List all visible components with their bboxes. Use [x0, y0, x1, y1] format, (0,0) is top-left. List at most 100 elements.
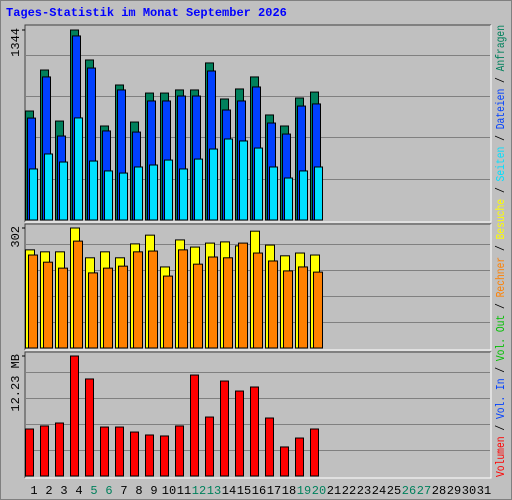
bar — [25, 428, 34, 477]
bar — [193, 263, 203, 349]
bar — [179, 168, 188, 221]
bar — [313, 271, 323, 349]
bar — [28, 254, 38, 349]
bar — [100, 426, 109, 477]
panel-bevel-light — [25, 352, 492, 479]
legend-entry: Volumen — [494, 436, 508, 477]
chart-title: Tages-Statistik im Monat September 2026 — [6, 6, 287, 20]
bar — [238, 242, 248, 349]
bar — [40, 425, 49, 477]
bar — [44, 153, 53, 221]
bar — [73, 240, 83, 349]
x-tick-label: 7 — [120, 484, 127, 498]
legend-entry: Vol. In — [494, 378, 508, 419]
legend-entry: Dateien — [494, 89, 508, 130]
legend-entry: Besuche — [494, 199, 508, 240]
bar — [175, 425, 184, 477]
bar — [310, 428, 319, 477]
x-tick-label: 27 — [417, 484, 431, 498]
x-tick-label: 14 — [222, 484, 236, 498]
x-tick-label: 4 — [75, 484, 82, 498]
panel-bevel-light — [25, 224, 492, 351]
x-tick-label: 24 — [372, 484, 386, 498]
bar — [253, 252, 263, 349]
x-tick-label: 22 — [342, 484, 356, 498]
legend-separator: / — [494, 129, 508, 146]
legend-entry: Seiten — [494, 147, 508, 182]
panel-bevel-light — [25, 25, 492, 223]
bar — [208, 256, 218, 349]
bar — [163, 275, 173, 349]
bar — [133, 251, 143, 349]
x-tick-label: 31 — [477, 484, 491, 498]
bar — [284, 177, 293, 221]
bar — [55, 422, 64, 477]
x-tick-label: 8 — [135, 484, 142, 498]
bar — [134, 166, 143, 221]
bar — [194, 158, 203, 221]
bar — [205, 416, 214, 477]
x-tick-label: 2 — [45, 484, 52, 498]
bar — [223, 257, 233, 349]
bar — [148, 250, 158, 349]
legend-entry: Rechner — [494, 257, 508, 298]
bar — [103, 267, 113, 349]
y-tick-label: 302 — [9, 226, 23, 248]
bar — [58, 267, 68, 349]
legend-separator: / — [494, 71, 508, 88]
bar — [239, 140, 248, 221]
legend-separator: / — [494, 181, 508, 198]
bar — [89, 160, 98, 221]
x-tick-label: 1 — [30, 484, 37, 498]
bar — [178, 249, 188, 349]
bar — [149, 164, 158, 221]
bar — [269, 166, 278, 221]
x-tick-label: 20 — [312, 484, 326, 498]
bar — [88, 272, 98, 349]
bar — [254, 147, 263, 221]
bar — [280, 446, 289, 477]
x-tick-label: 6 — [105, 484, 112, 498]
bar — [29, 168, 38, 221]
bar — [265, 417, 274, 477]
x-tick-label: 12 — [192, 484, 206, 498]
bar — [119, 172, 128, 221]
bar — [295, 437, 304, 477]
bar — [314, 166, 323, 221]
x-tick-label: 29 — [447, 484, 461, 498]
bar — [104, 170, 113, 221]
x-tick-label: 9 — [150, 484, 157, 498]
legend: Volumen / Vol. In / Vol. Out / Rechner /… — [494, 25, 508, 477]
legend-separator: / — [494, 361, 508, 378]
legend-entry: Anfragen — [494, 25, 508, 71]
x-tick-label: 10 — [162, 484, 176, 498]
legend-separator: / — [494, 297, 508, 314]
x-tick-label: 3 — [60, 484, 67, 498]
x-tick-label: 25 — [387, 484, 401, 498]
bar — [283, 270, 293, 349]
x-tick-label: 5 — [90, 484, 97, 498]
bar — [220, 380, 229, 477]
x-tick-label: 28 — [432, 484, 446, 498]
bar — [268, 260, 278, 349]
bar — [43, 261, 53, 349]
x-tick-label: 11 — [177, 484, 191, 498]
x-tick-label: 16 — [252, 484, 266, 498]
bar — [164, 159, 173, 221]
y-tick-label: 12.23 MB — [9, 354, 23, 412]
bar — [130, 431, 139, 477]
bar — [145, 434, 154, 477]
bar — [160, 435, 169, 477]
bar — [74, 117, 83, 221]
bar — [59, 161, 68, 221]
bar — [224, 138, 233, 221]
bar — [299, 170, 308, 221]
x-tick-label: 17 — [267, 484, 281, 498]
x-tick-label: 21 — [327, 484, 341, 498]
bar — [115, 426, 124, 477]
y-tick-label: 1344 — [9, 28, 23, 57]
x-tick-label: 13 — [207, 484, 221, 498]
bar — [190, 374, 199, 477]
